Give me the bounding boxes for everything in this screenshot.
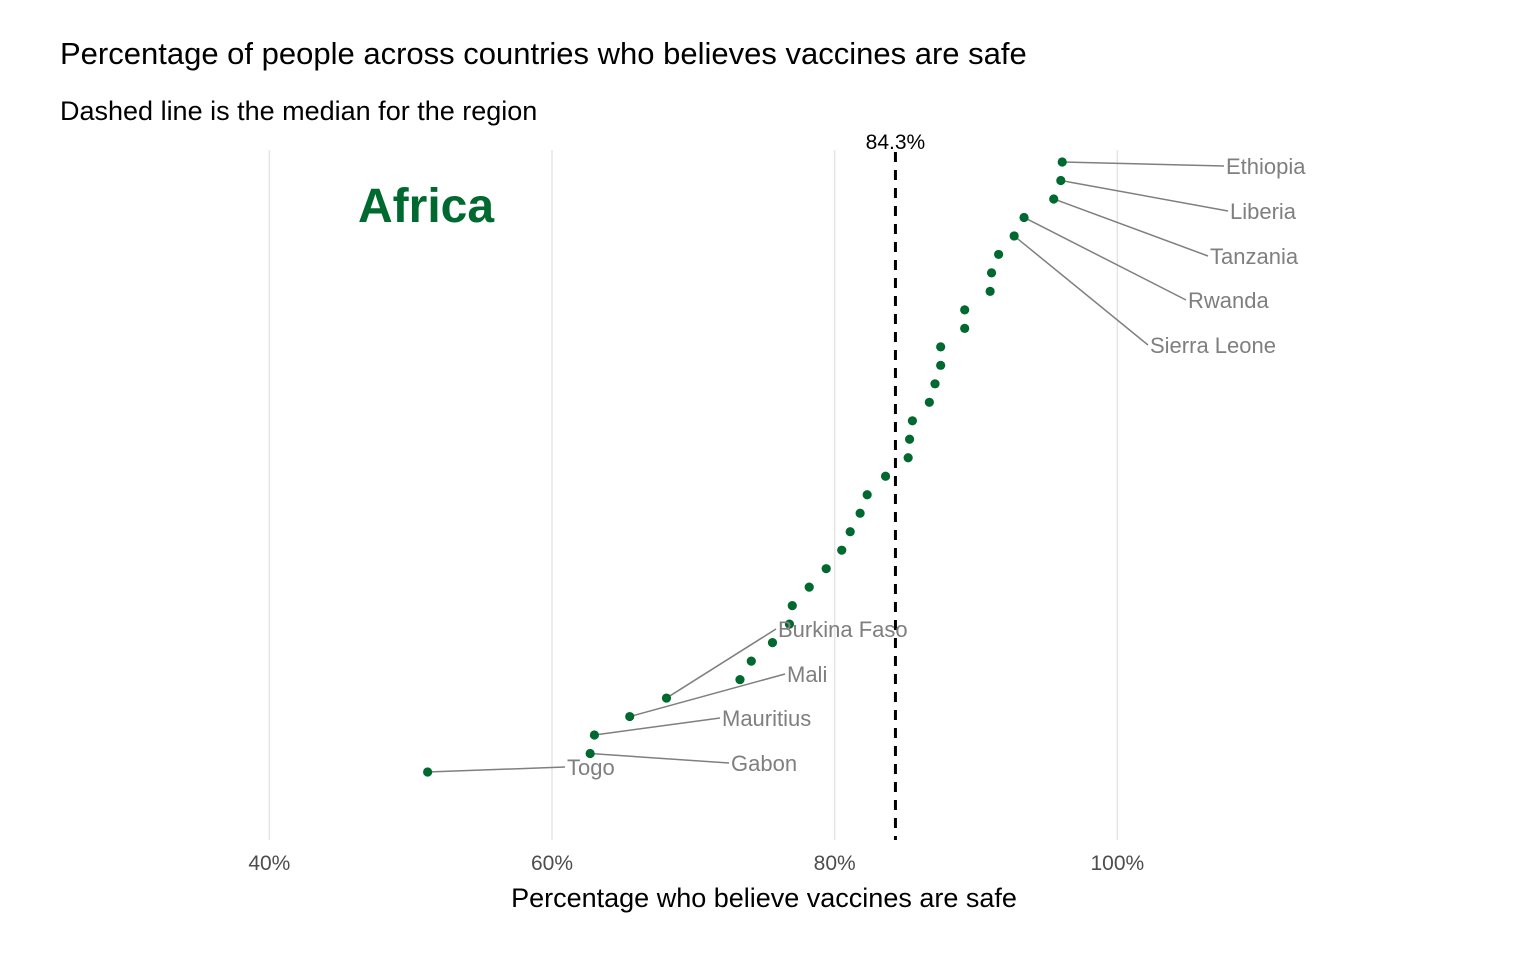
leader-line [1053,198,1209,257]
median-line-group: 84.3% [866,131,926,840]
data-point [821,564,831,574]
country-label-burkina-faso: Burkina Faso [778,617,908,642]
leader-line [666,628,777,699]
leader-line [427,766,566,773]
data-points [423,157,1067,777]
data-point [735,674,745,685]
data-point [845,527,855,537]
x-axis-ticks: 40% 60% 80% 100% [248,852,1144,875]
x-tick-label: 100% [1090,852,1144,875]
data-point [855,508,865,518]
leader-line [1013,235,1149,346]
data-point [767,638,778,648]
country-label-sierra-leone: Sierra Leone [1150,333,1276,358]
median-label: 84.3% [866,131,926,154]
data-point [930,379,940,389]
data-point [880,471,891,481]
data-point [904,434,915,444]
country-labels: Ethiopia Liberia Tanzania Rwanda Sierra Leon… [567,154,1306,780]
data-point-liberia [1056,175,1066,186]
data-point [784,619,795,629]
grid-lines [268,150,1119,840]
data-point-burkina-faso [661,693,672,703]
country-label-mali: Mali [787,662,827,687]
country-label-gabon: Gabon [731,751,797,776]
data-point [960,305,970,315]
data-point-tanzania [1049,194,1059,204]
x-tick-label: 40% [248,852,290,875]
chart-subtitle: Dashed line is the median for the region [60,96,538,126]
data-point [924,397,934,407]
country-label-tanzania: Tanzania [1210,244,1299,269]
leader-line [629,673,786,718]
data-point [936,342,946,352]
leader-line [594,717,721,736]
chart-title: Percentage of people across countries wh… [60,36,1027,71]
label-leader-lines [427,161,1229,773]
region-label: Africa [358,180,494,233]
data-point-gabon [585,748,595,759]
leader-line [1023,216,1187,301]
data-point [994,249,1004,260]
leader-line [590,752,730,764]
country-label-mauritius: Mauritius [722,706,811,731]
data-point [903,453,913,463]
data-point-rwanda [1019,212,1029,223]
data-point [804,582,814,592]
data-point [746,656,756,666]
x-axis-label: Percentage who believe vaccines are safe [511,883,1017,913]
data-point [862,490,872,500]
country-label-liberia: Liberia [1230,199,1297,224]
data-point-ethiopia [1057,157,1067,167]
data-point-togo [423,767,433,777]
leader-line [1060,179,1229,212]
data-point [787,601,797,611]
data-point-mauritius [589,730,600,740]
x-tick-label: 60% [531,852,573,875]
data-point [907,416,918,426]
country-label-togo: Togo [567,755,615,780]
data-point [837,545,847,555]
country-label-ethiopia: Ethiopia [1226,154,1306,179]
data-point [985,286,995,296]
x-tick-label: 80% [814,852,856,875]
country-label-rwanda: Rwanda [1188,288,1269,313]
data-point [960,323,970,333]
data-point-sierra-leone [1009,231,1019,241]
data-point [936,360,946,370]
data-point [986,268,997,278]
data-point-mali [625,711,635,722]
leader-line [1062,161,1225,167]
